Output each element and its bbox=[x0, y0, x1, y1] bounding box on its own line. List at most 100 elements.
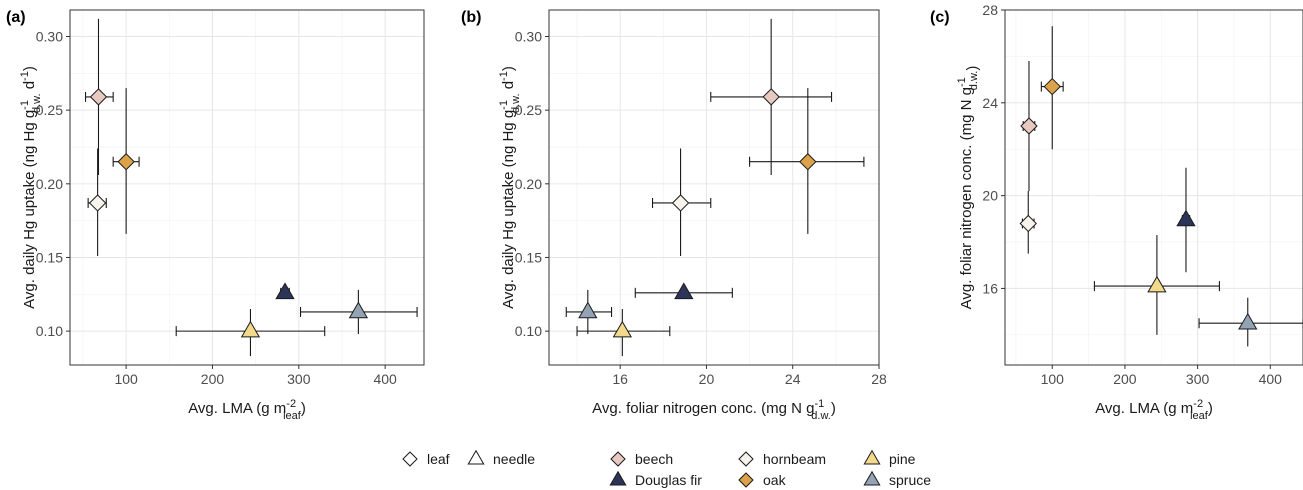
x-tick-label: 100 bbox=[1041, 371, 1065, 387]
point-hornbeam bbox=[1019, 190, 1037, 254]
marker-beech bbox=[89, 88, 108, 106]
legend-item-oak: oak bbox=[738, 472, 787, 488]
marker-douglas-fir bbox=[275, 282, 295, 300]
x-tick-label: 400 bbox=[373, 371, 397, 387]
point-spruce bbox=[299, 289, 418, 335]
x-tick-label: 300 bbox=[287, 371, 311, 387]
marker-spruce bbox=[578, 301, 598, 319]
legend-label: leaf bbox=[427, 451, 450, 467]
marker-pine bbox=[240, 320, 261, 338]
legend-item-spruce: spruce bbox=[863, 470, 931, 488]
point-douglas-fir bbox=[275, 282, 295, 300]
point-oak bbox=[749, 88, 865, 234]
y-tick-label: 0.10 bbox=[515, 323, 542, 339]
y-tick-label: 0.15 bbox=[515, 249, 542, 265]
panel-c: 100 200 300 400 16 20 24 28 (c) Avg. LMA (g m-2 le… bbox=[930, 2, 1303, 422]
marker-pine bbox=[1147, 275, 1167, 293]
panel-a: 100 200 300 400 0.10 0.15 0.20 0.25 0.30 (a) Avg. … bbox=[6, 9, 425, 422]
panel-tag: (b) bbox=[461, 9, 481, 26]
legend-diamond-icon bbox=[402, 451, 418, 467]
panels: 100 200 300 400 0.10 0.15 0.20 0.25 0.30 (a) Avg. … bbox=[6, 2, 1303, 422]
marker-spruce bbox=[348, 301, 369, 319]
panel-tag: (a) bbox=[6, 9, 26, 26]
y-axis-title: Avg. daily Hg uptake (ng Hg g-1d.w. d-1) bbox=[498, 66, 522, 309]
legend-label: beech bbox=[635, 451, 673, 467]
legend-diamond-icon bbox=[610, 451, 626, 467]
point-oak bbox=[1040, 26, 1064, 150]
x-tick-label: 28 bbox=[871, 371, 887, 387]
marker-pine bbox=[612, 320, 633, 338]
y-tick-label: 0.30 bbox=[515, 29, 542, 45]
x-tick-label: 100 bbox=[114, 371, 138, 387]
x-axis-title: Avg. LMA (g m-2 leaf) bbox=[1095, 398, 1213, 422]
y-tick-label: 0.25 bbox=[515, 102, 542, 118]
legend-label: pine bbox=[889, 451, 916, 467]
x-axis-title: Avg. foliar nitrogen conc. (mg N g-1 d.w.… bbox=[592, 398, 836, 422]
legend-item-hornbeam: hornbeam bbox=[738, 451, 826, 467]
legend-item-douglas-fir: Douglas fir bbox=[609, 470, 702, 488]
point-pine bbox=[1093, 235, 1220, 335]
plot-area bbox=[549, 10, 879, 365]
marker-hornbeam bbox=[88, 194, 107, 212]
legend-item-pine: pine bbox=[863, 449, 916, 467]
point-douglas-fir bbox=[634, 282, 733, 300]
legend-label: Douglas fir bbox=[635, 472, 702, 488]
x-tick-label: 200 bbox=[201, 371, 225, 387]
legend-item-leaf: leaf bbox=[402, 451, 450, 467]
x-tick-label: 16 bbox=[612, 371, 628, 387]
legend-label: needle bbox=[493, 451, 535, 467]
plot-area bbox=[70, 10, 424, 365]
x-tick-label: 400 bbox=[1259, 371, 1283, 387]
y-axis-title: Avg. daily Hg uptake (ng Hg g-1d.w. d-1) bbox=[19, 66, 43, 309]
point-spruce bbox=[565, 289, 613, 335]
marker-oak bbox=[117, 153, 135, 171]
marker-hornbeam bbox=[1019, 214, 1037, 233]
legend-diamond-icon bbox=[738, 472, 754, 488]
x-tick-label: 24 bbox=[785, 371, 801, 387]
y-tick-label: 0.20 bbox=[515, 176, 542, 192]
point-pine bbox=[576, 309, 671, 357]
legend-label: oak bbox=[763, 472, 787, 488]
y-tick-label: 0.25 bbox=[36, 102, 63, 118]
point-hornbeam bbox=[651, 148, 712, 256]
point-beech bbox=[1020, 61, 1038, 191]
y-tick-label: 24 bbox=[982, 95, 998, 111]
y-tick-label: 0.10 bbox=[36, 323, 63, 339]
y-axis-title: Avg. foliar nitrogen conc. (mg N g-1d.w.… bbox=[956, 66, 981, 310]
panel-b: 16 20 24 28 0.10 0.15 0.20 0.25 0.30 (b) Avg. foli… bbox=[461, 9, 887, 422]
y-tick-label: 0.20 bbox=[36, 176, 63, 192]
panel-border bbox=[69, 9, 425, 366]
legend-label: spruce bbox=[889, 472, 931, 488]
point-hornbeam bbox=[87, 148, 107, 256]
panel-border bbox=[548, 9, 880, 366]
marker-hornbeam bbox=[671, 194, 690, 212]
legend: leaf needle beech hornbeam pine Douglas fir oa… bbox=[402, 449, 931, 488]
point-beech bbox=[710, 18, 833, 175]
x-tick-label: 200 bbox=[1113, 371, 1137, 387]
point-pine bbox=[175, 309, 326, 357]
marker-douglas-fir bbox=[1176, 209, 1196, 227]
marker-beech bbox=[1020, 117, 1038, 135]
legend-item-beech: beech bbox=[610, 451, 673, 467]
marker-oak bbox=[1043, 77, 1061, 96]
marker-douglas-fir bbox=[674, 282, 694, 300]
point-douglas-fir bbox=[1176, 167, 1196, 273]
point-spruce bbox=[1198, 297, 1303, 347]
x-tick-label: 300 bbox=[1186, 371, 1210, 387]
x-axis-title: Avg. LMA (g m-2 leaf) bbox=[188, 398, 306, 422]
y-tick-label: 28 bbox=[982, 2, 998, 18]
panel-tag: (c) bbox=[930, 9, 950, 26]
point-beech bbox=[84, 18, 114, 175]
plot-area bbox=[1005, 10, 1303, 365]
y-tick-label: 16 bbox=[982, 280, 998, 296]
legend-triangle-icon bbox=[863, 470, 881, 486]
legend-label: hornbeam bbox=[763, 451, 826, 467]
legend-diamond-icon bbox=[738, 451, 754, 467]
y-tick-label: 0.15 bbox=[36, 249, 63, 265]
y-tick-label: 0.30 bbox=[36, 29, 63, 45]
panel-border bbox=[1004, 9, 1303, 366]
legend-triangle-icon bbox=[467, 449, 485, 465]
legend-triangle-icon bbox=[609, 470, 627, 486]
x-tick-label: 20 bbox=[699, 371, 715, 387]
